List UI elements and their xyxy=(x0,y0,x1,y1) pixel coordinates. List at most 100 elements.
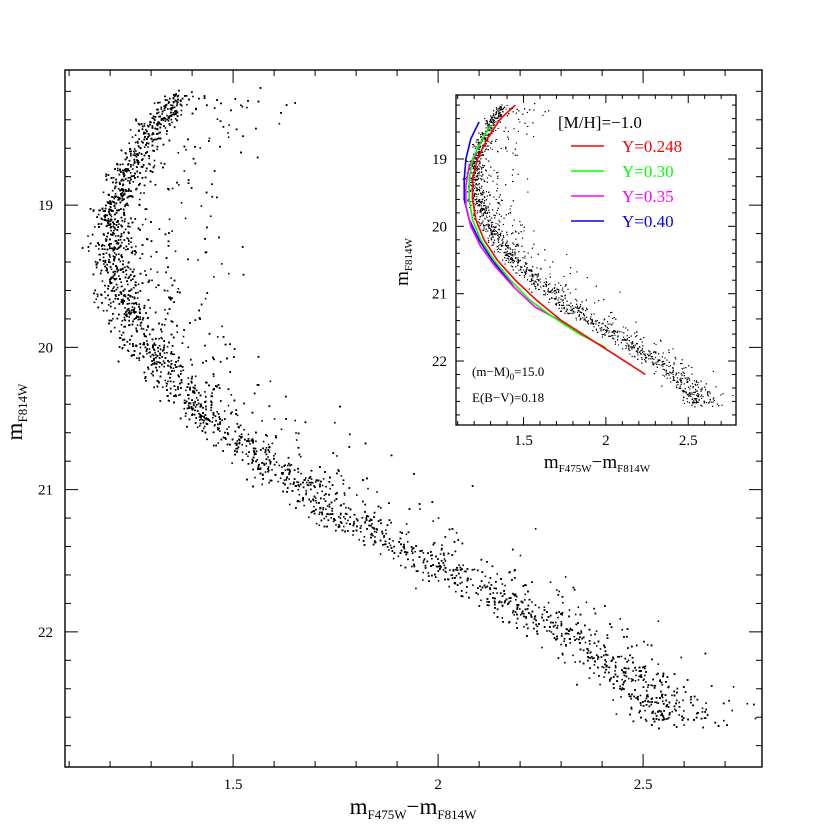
star-point xyxy=(166,351,168,354)
star-point xyxy=(534,604,537,606)
star-point xyxy=(194,422,197,424)
star-point xyxy=(582,649,585,652)
star-point xyxy=(170,277,172,279)
star-point xyxy=(124,228,127,231)
star-point xyxy=(463,570,466,573)
star-point xyxy=(205,417,208,419)
star-point xyxy=(130,251,133,254)
star-point xyxy=(509,571,511,573)
star-point xyxy=(280,428,283,431)
star-point xyxy=(422,552,425,554)
star-point xyxy=(113,326,116,329)
star-point xyxy=(573,635,576,638)
star-point xyxy=(148,348,151,350)
star-point xyxy=(108,322,110,325)
star-point xyxy=(108,202,111,205)
star-point xyxy=(145,128,147,131)
star-point xyxy=(267,443,270,446)
star-point xyxy=(213,276,215,278)
star-point xyxy=(578,632,581,635)
star-point xyxy=(129,225,131,228)
star-point xyxy=(166,289,169,292)
star-point xyxy=(303,504,305,507)
star-point xyxy=(443,564,446,567)
star-point xyxy=(142,343,144,346)
star-point xyxy=(347,507,350,509)
star-point xyxy=(397,555,400,558)
star-point xyxy=(523,599,526,601)
star-point xyxy=(363,535,366,538)
star-point xyxy=(560,643,562,646)
star-point xyxy=(558,590,560,593)
star-point xyxy=(156,148,158,151)
star-point xyxy=(319,511,321,514)
star-point xyxy=(338,516,340,518)
star-point xyxy=(339,513,342,516)
star-point xyxy=(135,120,138,122)
star-point xyxy=(158,337,160,340)
star-point xyxy=(265,446,268,449)
star-point xyxy=(665,718,667,720)
star-point xyxy=(179,364,182,367)
star-point xyxy=(228,426,230,428)
star-point xyxy=(131,250,134,253)
star-point xyxy=(121,219,123,222)
star-point xyxy=(139,312,141,314)
star-point xyxy=(318,513,321,515)
star-point xyxy=(597,656,600,659)
star-point xyxy=(412,559,414,561)
star-point xyxy=(150,255,153,258)
star-point xyxy=(273,454,275,457)
star-point xyxy=(374,536,376,538)
star-point xyxy=(263,462,265,465)
star-point xyxy=(405,551,408,554)
star-point xyxy=(135,357,138,359)
star-point xyxy=(147,326,149,328)
star-point xyxy=(146,340,148,342)
star-point xyxy=(112,277,114,279)
star-point xyxy=(103,263,105,265)
star-point xyxy=(557,616,559,619)
star-point xyxy=(128,299,131,301)
star-point xyxy=(174,250,177,253)
star-point xyxy=(285,395,287,398)
star-point xyxy=(383,536,385,539)
star-point xyxy=(611,659,613,661)
star-point xyxy=(331,510,333,512)
star-point xyxy=(219,360,222,363)
star-point xyxy=(146,352,148,355)
star-point xyxy=(492,592,495,594)
star-point xyxy=(149,163,151,166)
star-point xyxy=(632,670,634,672)
star-point xyxy=(476,569,479,572)
star-point xyxy=(122,260,124,262)
star-point xyxy=(105,252,108,254)
star-point xyxy=(124,218,126,220)
star-point xyxy=(147,142,150,145)
star-point xyxy=(261,420,263,422)
star-point xyxy=(243,428,245,431)
star-point xyxy=(145,329,148,331)
star-point xyxy=(191,399,193,401)
star-point xyxy=(273,418,276,420)
star-point xyxy=(388,549,390,551)
star-point xyxy=(119,238,122,241)
star-point xyxy=(203,425,206,428)
star-point xyxy=(173,370,176,372)
star-point xyxy=(167,371,170,374)
star-point xyxy=(214,424,216,426)
star-point xyxy=(141,128,144,131)
star-point xyxy=(455,590,457,593)
star-point xyxy=(177,359,180,362)
star-point xyxy=(161,337,163,340)
star-point xyxy=(221,263,223,265)
star-point xyxy=(121,197,124,199)
star-point xyxy=(240,437,242,439)
star-point xyxy=(572,654,574,657)
star-point xyxy=(484,575,487,578)
star-point xyxy=(668,685,670,688)
star-point xyxy=(129,129,132,131)
star-point xyxy=(114,207,116,209)
star-point xyxy=(610,677,612,679)
